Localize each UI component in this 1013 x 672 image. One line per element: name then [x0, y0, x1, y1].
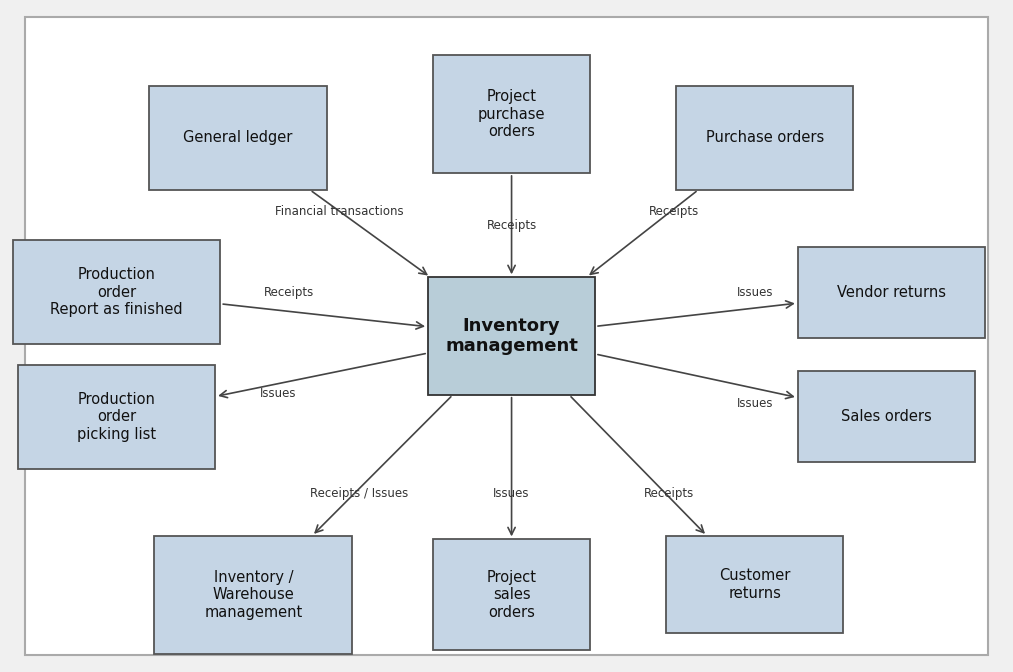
- Text: Customer
returns: Customer returns: [719, 569, 790, 601]
- Text: Project
purchase
orders: Project purchase orders: [478, 89, 545, 139]
- Text: Inventory /
Warehouse
management: Inventory / Warehouse management: [205, 570, 302, 620]
- FancyBboxPatch shape: [798, 371, 975, 462]
- Text: Vendor returns: Vendor returns: [837, 285, 946, 300]
- FancyBboxPatch shape: [18, 364, 216, 469]
- Text: Project
sales
orders: Project sales orders: [486, 570, 537, 620]
- Text: Receipts: Receipts: [486, 218, 537, 232]
- FancyBboxPatch shape: [25, 17, 988, 655]
- FancyBboxPatch shape: [154, 536, 353, 653]
- Text: General ledger: General ledger: [183, 130, 293, 145]
- FancyBboxPatch shape: [434, 56, 590, 173]
- Text: Receipts: Receipts: [263, 286, 314, 299]
- Text: Financial transactions: Financial transactions: [276, 205, 403, 218]
- FancyBboxPatch shape: [434, 539, 590, 650]
- Text: Production
order
Report as finished: Production order Report as finished: [51, 267, 182, 317]
- Text: Issues: Issues: [736, 286, 773, 299]
- FancyBboxPatch shape: [427, 278, 596, 395]
- Text: Production
order
picking list: Production order picking list: [77, 392, 156, 442]
- FancyBboxPatch shape: [13, 241, 221, 345]
- Text: Purchase orders: Purchase orders: [706, 130, 824, 145]
- Text: Receipts: Receipts: [643, 487, 694, 501]
- FancyBboxPatch shape: [150, 85, 326, 190]
- FancyBboxPatch shape: [667, 536, 843, 633]
- Text: Inventory
management: Inventory management: [445, 317, 578, 355]
- Text: Receipts: Receipts: [648, 205, 699, 218]
- FancyBboxPatch shape: [677, 85, 853, 190]
- Text: Issues: Issues: [260, 386, 297, 400]
- Text: Sales orders: Sales orders: [841, 409, 932, 424]
- Text: Issues: Issues: [736, 396, 773, 410]
- Text: Issues: Issues: [493, 487, 530, 501]
- Text: Receipts / Issues: Receipts / Issues: [311, 487, 408, 501]
- FancyBboxPatch shape: [798, 247, 985, 338]
